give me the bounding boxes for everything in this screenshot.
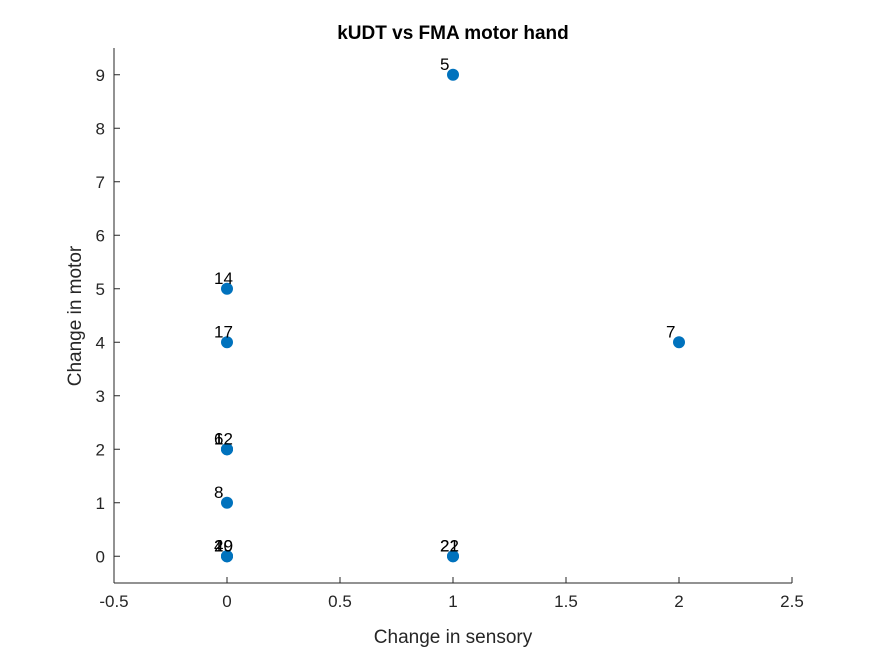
y-tick-label: 9 bbox=[96, 66, 105, 85]
data-point bbox=[221, 550, 233, 563]
x-tick-label: 1 bbox=[448, 592, 457, 611]
y-axis-title: Change in motor bbox=[65, 245, 86, 386]
y-tick-label: 1 bbox=[96, 494, 105, 513]
y-tick-label: 8 bbox=[96, 119, 105, 138]
data-point-label: 1 bbox=[214, 429, 223, 448]
x-tick-label: 0.5 bbox=[328, 592, 352, 611]
y-tick-label: 2 bbox=[96, 440, 105, 459]
x-tick-label: 1.5 bbox=[554, 592, 578, 611]
data-point-label: 12 bbox=[214, 429, 233, 448]
data-point-label: 22 bbox=[440, 536, 459, 555]
y-tick-label: 6 bbox=[96, 226, 105, 245]
chart-title: kUDT vs FMA motor hand bbox=[337, 23, 569, 44]
x-tick-label: 2.5 bbox=[780, 592, 804, 611]
data-point-label: 19 bbox=[214, 536, 233, 555]
data-point-label: 4 bbox=[214, 536, 223, 555]
data-point-label: 21 bbox=[440, 536, 459, 555]
data-point-label: 20 bbox=[214, 536, 233, 555]
y-ticks: 0 1 2 3 4 5 6 7 8 9 bbox=[96, 66, 120, 566]
data-points bbox=[221, 68, 685, 563]
data-point-label: 6 bbox=[214, 429, 223, 448]
x-tick-label: -0.5 bbox=[99, 592, 128, 611]
x-tick-label: 2 bbox=[674, 592, 683, 611]
data-point-label: 14 bbox=[214, 269, 233, 288]
data-point-label: 7 bbox=[666, 322, 675, 341]
x-ticks: -0.5 0 0.5 1 1.5 2 2.5 bbox=[99, 577, 804, 611]
data-point bbox=[447, 550, 459, 563]
data-point bbox=[221, 282, 233, 295]
data-point bbox=[221, 443, 233, 456]
data-point-label: 8 bbox=[214, 483, 223, 502]
y-tick-label: 5 bbox=[96, 280, 105, 299]
data-point-label: 17 bbox=[214, 322, 233, 341]
data-point bbox=[673, 336, 685, 349]
data-point bbox=[221, 336, 233, 349]
y-tick-label: 7 bbox=[96, 173, 105, 192]
data-point bbox=[221, 496, 233, 509]
y-tick-label: 3 bbox=[96, 387, 105, 406]
y-tick-label: 0 bbox=[96, 547, 105, 566]
x-tick-label: 0 bbox=[222, 592, 231, 611]
x-axis-title: Change in sensory bbox=[374, 627, 533, 648]
data-point-label: 5 bbox=[440, 55, 449, 74]
y-tick-label: 4 bbox=[96, 333, 105, 352]
data-point bbox=[447, 68, 459, 81]
